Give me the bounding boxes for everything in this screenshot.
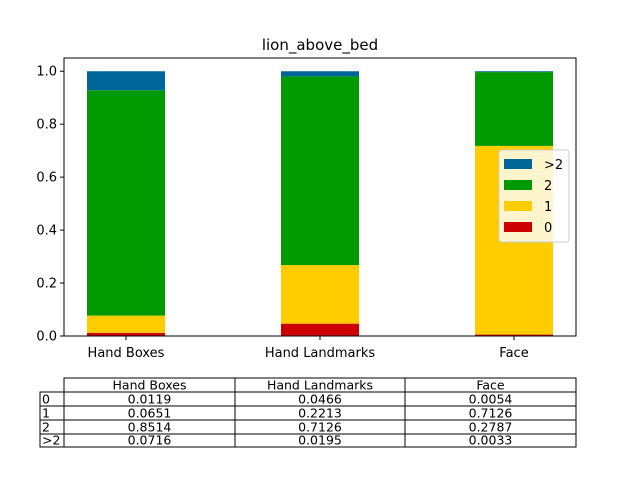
table-header-label: Hand Landmarks bbox=[267, 378, 373, 393]
table-cell-value: 0.0651 bbox=[128, 406, 172, 421]
legend-label: >2 bbox=[544, 158, 563, 173]
legend-box bbox=[498, 149, 570, 243]
table-cell bbox=[404, 433, 577, 448]
data-table: Hand Boxes Hand Landmarks Face 0 0.0119 0.046… bbox=[39, 377, 577, 448]
chart-title: lion_above_bed bbox=[262, 36, 378, 55]
bar-segment bbox=[87, 315, 165, 333]
legend-label: 2 bbox=[544, 179, 552, 194]
table-row-label: 0 bbox=[42, 392, 50, 407]
table-cell-value: 0.7126 bbox=[298, 420, 342, 435]
legend: >2 2 1 0 bbox=[498, 149, 570, 243]
y-axis: 0.0 0.2 0.4 0.6 0.8 1.0 bbox=[36, 65, 64, 345]
bar-segment bbox=[87, 90, 165, 316]
table-cell-value: 0.0033 bbox=[469, 433, 513, 448]
table-cell-value: 0.2213 bbox=[298, 406, 342, 421]
bar-segment bbox=[475, 334, 553, 336]
y-tick-label: 1.0 bbox=[36, 65, 57, 80]
bars-layer bbox=[87, 71, 553, 336]
legend-label: 0 bbox=[544, 221, 552, 236]
table-row-label: 2 bbox=[42, 420, 50, 435]
bar-segment bbox=[281, 76, 359, 266]
table-cell-value: 0.0195 bbox=[298, 433, 342, 448]
table-cell-value: 0.8514 bbox=[128, 420, 172, 435]
table-row-label: 1 bbox=[42, 406, 50, 421]
table-cell-value: 0.2787 bbox=[469, 420, 513, 435]
table-cell-value: 0.0716 bbox=[128, 433, 172, 448]
x-tick-label: Hand Landmarks bbox=[265, 346, 376, 361]
bar-segment bbox=[475, 71, 553, 73]
bar-segment bbox=[281, 323, 359, 336]
legend-swatch bbox=[504, 201, 532, 211]
table-cell-value: 0.0466 bbox=[298, 392, 342, 407]
bar-segment bbox=[475, 72, 553, 146]
table-header-label: Hand Boxes bbox=[113, 378, 187, 393]
bar-segment bbox=[87, 332, 165, 336]
table-cell-value: 0.7126 bbox=[469, 406, 513, 421]
y-tick-label: 0.4 bbox=[36, 224, 57, 239]
table-cell-value: 0.0054 bbox=[469, 392, 513, 407]
y-tick-label: 0.6 bbox=[36, 171, 57, 186]
bar-segment bbox=[281, 71, 359, 77]
x-axis: Hand Boxes Hand Landmarks Face bbox=[88, 336, 529, 361]
table-header-label: Face bbox=[476, 378, 505, 393]
y-tick-label: 0.8 bbox=[36, 118, 57, 133]
legend-swatch bbox=[504, 159, 532, 169]
table-row-label: >2 bbox=[42, 433, 60, 448]
legend-label: 1 bbox=[544, 200, 552, 215]
bar-segment bbox=[281, 265, 359, 324]
legend-swatch bbox=[504, 180, 532, 190]
table-cell-value: 0.0119 bbox=[128, 392, 172, 407]
y-tick-label: 0.2 bbox=[36, 277, 57, 292]
legend-swatch bbox=[504, 222, 532, 232]
x-tick-label: Hand Boxes bbox=[88, 346, 165, 361]
x-tick-label: Face bbox=[499, 346, 528, 361]
y-tick-label: 0.0 bbox=[36, 330, 57, 345]
bar-segment bbox=[87, 71, 165, 91]
